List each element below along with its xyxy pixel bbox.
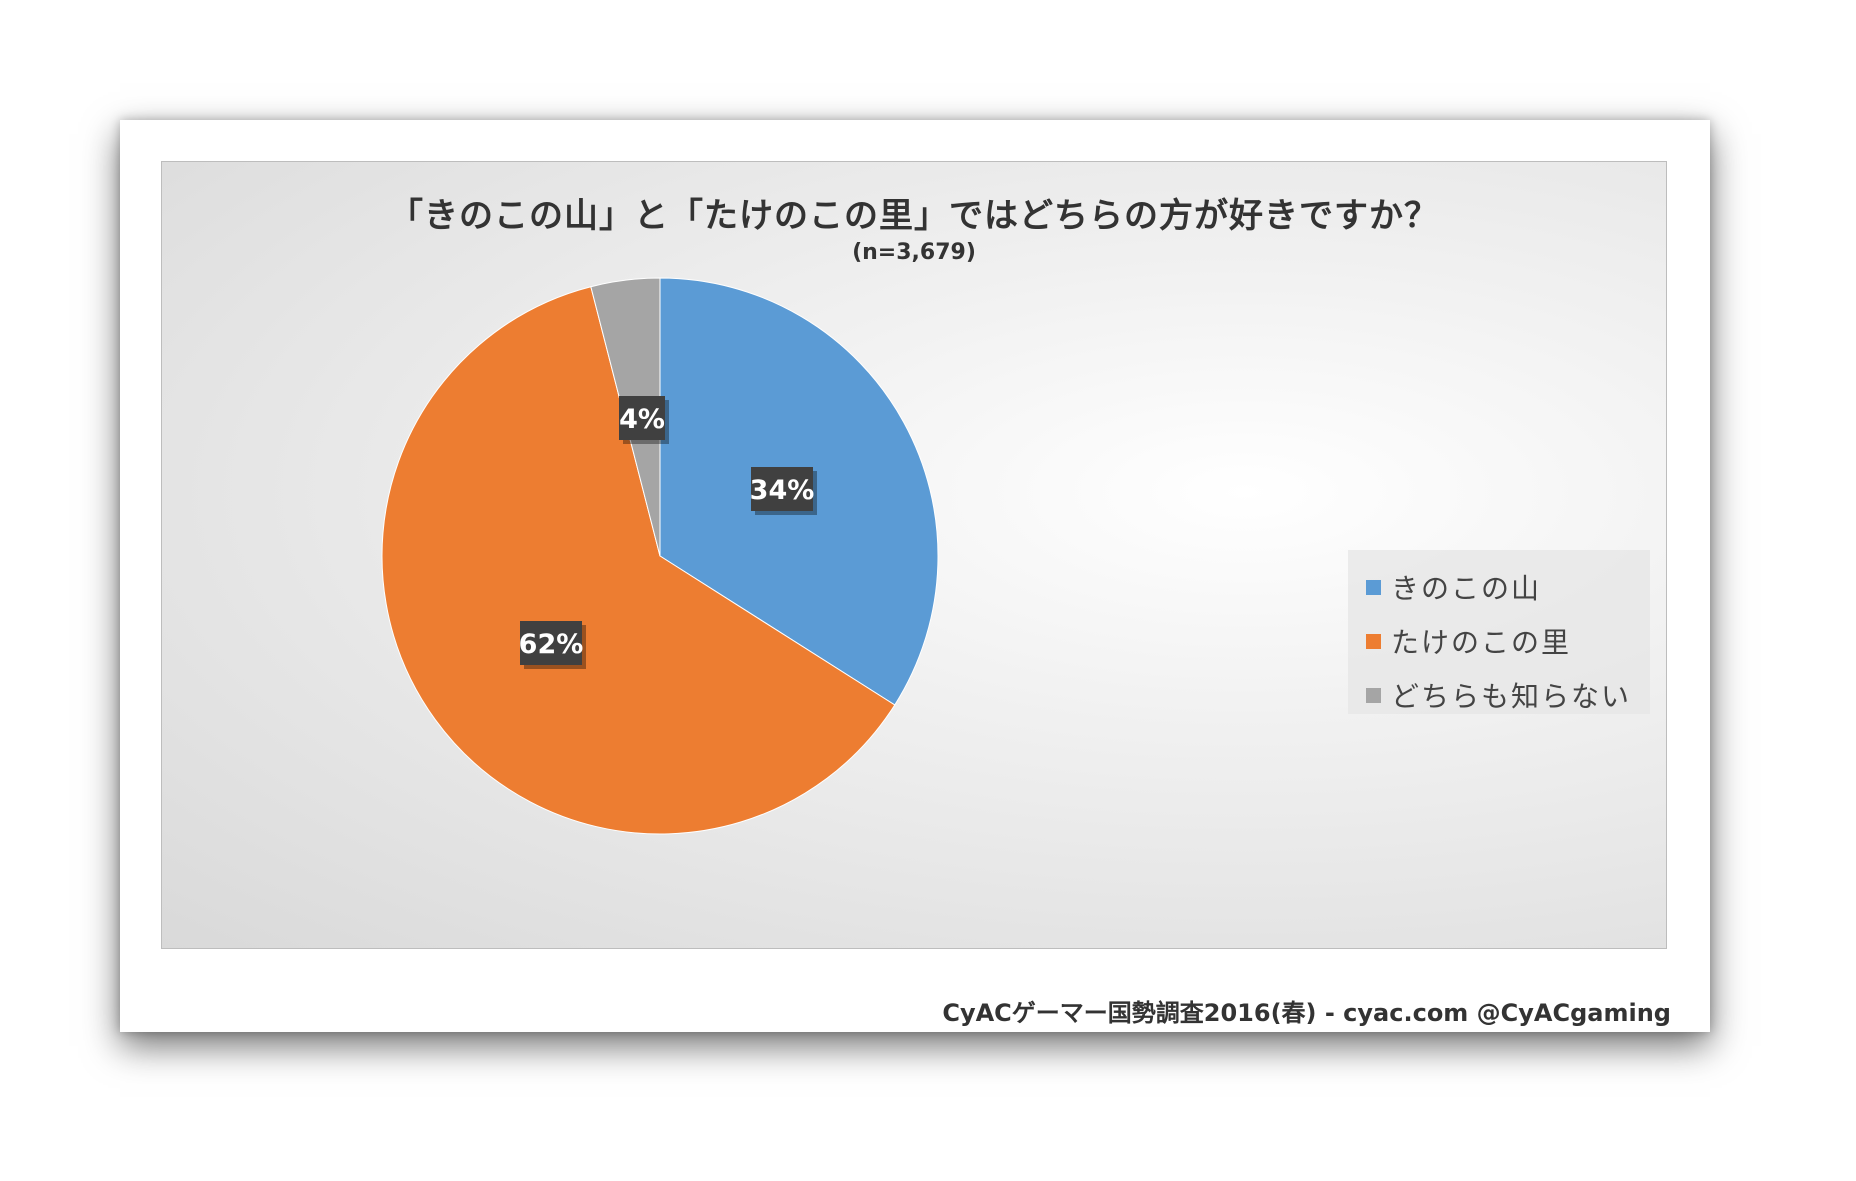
- data-label-takenoko: 62%: [519, 621, 586, 669]
- data-label-kinoko: 34%: [750, 467, 817, 515]
- legend-label-takenoko: たけのこの里: [1391, 626, 1572, 659]
- legend-item-neither: どちらも知らない: [1366, 668, 1650, 722]
- chart-title: 「きのこの山」と「たけのこの里」ではどちらの方が好きですか？: [389, 196, 1439, 236]
- chart-card: 34% 62% 4% 「きのこの山」と「たけのこの里」ではどちらの方が好きですか？ …: [120, 120, 1710, 1032]
- chart-subtitle: (n=3,679): [852, 240, 976, 265]
- legend-swatch-neither: [1366, 687, 1381, 703]
- legend-swatch-takenoko: [1366, 633, 1381, 649]
- chart-legend: きのこの山 たけのこの里 どちらも知らない: [1348, 550, 1650, 714]
- legend-label-kinoko: きのこの山: [1391, 572, 1542, 605]
- data-label-text-kinoko: 34%: [750, 475, 815, 506]
- legend-item-kinoko: きのこの山: [1366, 560, 1650, 614]
- source-footer: CyACゲーマー国勢調査2016(春) - cyac.com @CyACgami…: [942, 999, 1671, 1027]
- legend-label-neither: どちらも知らない: [1391, 680, 1632, 713]
- chart-plot-area: 34% 62% 4% 「きのこの山」と「たけのこの里」ではどちらの方が好きですか？ …: [161, 161, 1667, 949]
- data-label-text-takenoko: 62%: [519, 629, 584, 660]
- legend-item-takenoko: たけのこの里: [1366, 614, 1650, 668]
- legend-swatch-kinoko: [1366, 579, 1381, 595]
- data-label-neither: 4%: [619, 396, 669, 444]
- data-label-text-neither: 4%: [619, 404, 665, 435]
- pie-slice-takenoko: [381, 286, 896, 835]
- pie-chart: 34% 62% 4%: [381, 277, 939, 835]
